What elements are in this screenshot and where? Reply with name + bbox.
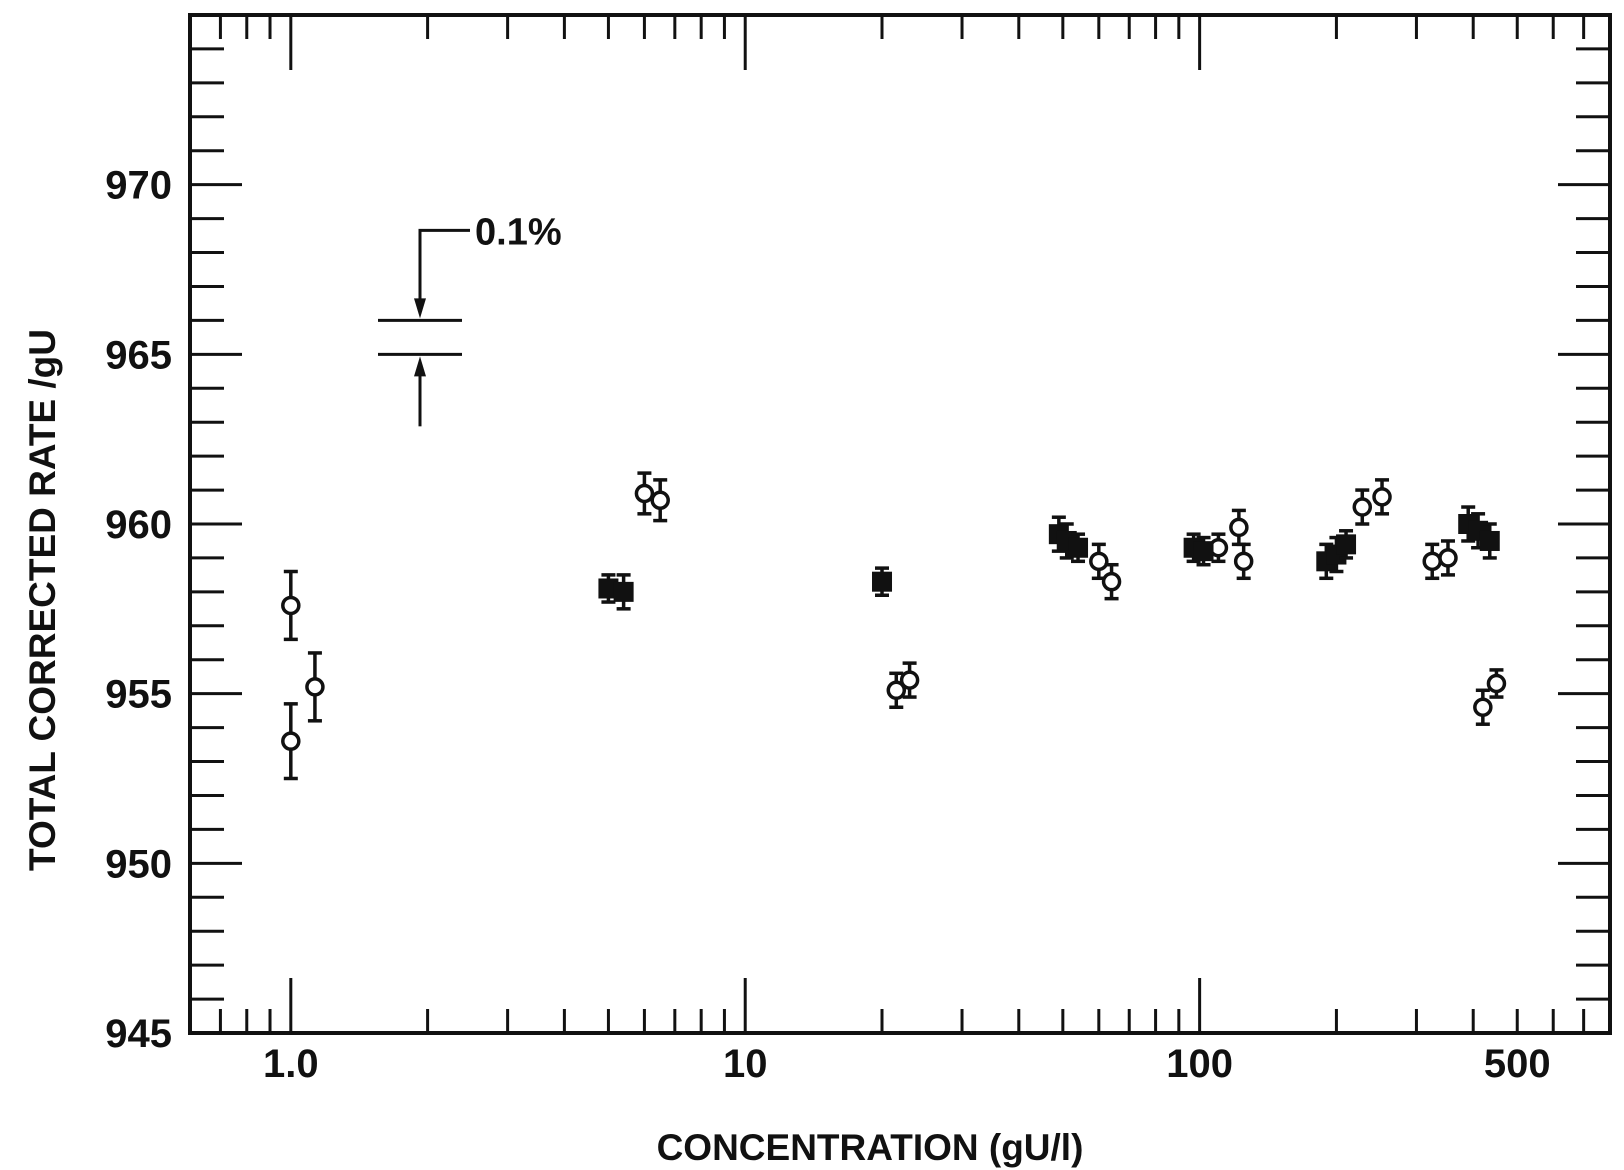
data-point-open-circle <box>1229 517 1249 538</box>
data-point-filled-square <box>1193 541 1214 562</box>
data-point-open-circle <box>1089 551 1109 572</box>
data-point-open-circle <box>1372 487 1392 507</box>
data-point-open-circle <box>1473 697 1493 717</box>
y-tick-label: 950 <box>105 842 172 886</box>
plot-frame <box>188 13 1612 1035</box>
data-point-filled-square <box>598 578 619 599</box>
x-tick-label: 1.0 <box>263 1042 319 1086</box>
data-point-filled-square <box>1479 530 1500 551</box>
data-point-open-circle <box>1438 548 1458 568</box>
data-point-open-circle <box>1422 551 1442 572</box>
annotation-label: 0.1% <box>475 211 562 253</box>
axis-tick-labels: 1.0 10 100 500 945 950 955 960 965 970 <box>105 164 1550 1086</box>
data-point-open-circle <box>1486 673 1507 694</box>
y-tick-label: 955 <box>105 673 172 717</box>
annotation-upper-arrow <box>414 298 426 319</box>
annotation-lower-arrow <box>414 356 426 377</box>
y-tick-label: 960 <box>105 503 172 547</box>
data-point-filled-square <box>1068 537 1089 558</box>
annotation-upper-leader <box>418 228 470 301</box>
annotation: 0.1% <box>378 211 562 427</box>
data-point-open-circle <box>634 483 655 504</box>
x-tick-label: 100 <box>1166 1042 1233 1086</box>
data-point-open-circle <box>305 677 325 697</box>
data-marks <box>281 471 1507 781</box>
data-point-open-circle <box>899 670 920 690</box>
data-point-filled-square <box>613 581 634 602</box>
data-point-open-circle <box>281 731 301 751</box>
x-tick-label: 10 <box>723 1042 768 1086</box>
data-point-open-circle <box>650 490 670 510</box>
data-point-open-circle <box>1101 571 1122 592</box>
x-axis-title: CONCENTRATION (gU/l) <box>657 1127 1084 1168</box>
y-tick-label: 970 <box>105 164 172 208</box>
data-point-filled-square <box>872 571 893 592</box>
data-point-open-circle <box>1233 551 1254 572</box>
y-tick-label: 945 <box>105 1012 172 1056</box>
axis-ticks <box>188 13 1612 1035</box>
y-axis-title: TOTAL CORRECTED RATE /gU <box>22 329 63 871</box>
x-tick-label: 500 <box>1484 1042 1551 1086</box>
data-point-filled-square <box>1336 534 1357 555</box>
data-point-open-circle <box>886 680 907 701</box>
y-tick-label: 965 <box>105 333 172 377</box>
data-point-open-circle <box>1352 497 1373 517</box>
data-point-open-circle <box>281 595 301 616</box>
